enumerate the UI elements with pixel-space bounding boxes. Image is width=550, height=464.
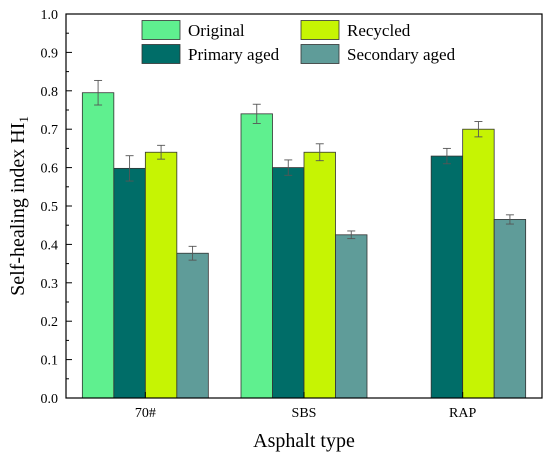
y-tick-label: 1.0 <box>41 8 59 23</box>
bar <box>81 92 115 399</box>
bar <box>303 151 336 399</box>
bars-layer <box>81 92 527 399</box>
legend-label: Recycled <box>347 21 411 40</box>
x-tick-label: SBS <box>292 406 317 421</box>
bar <box>144 151 178 399</box>
bar <box>113 167 146 399</box>
legend: Original Recycled Primary aged Secondary ag… <box>141 20 456 64</box>
legend-label: Secondary aged <box>347 45 456 64</box>
y-tick-label: 0.5 <box>41 200 59 215</box>
legend-label: Original <box>188 21 245 40</box>
bar <box>176 252 209 399</box>
y-tick-label: 0.8 <box>41 85 59 100</box>
error-bars-layer <box>94 79 514 261</box>
y-tick-label: 0.3 <box>41 277 59 292</box>
y-tick-label: 0.4 <box>41 238 59 253</box>
bar <box>240 113 273 399</box>
bar <box>335 234 368 399</box>
y-tick-label: 0.1 <box>41 354 59 369</box>
x-axis: 70# SBS RAP <box>135 392 476 421</box>
bar <box>430 155 464 399</box>
legend-swatch <box>300 20 340 40</box>
bar <box>462 128 495 399</box>
y-axis-label-main: Self-healing index HI <box>7 123 29 296</box>
legend-swatch <box>141 20 181 40</box>
y-axis-label: Self-healing index HI1 <box>7 116 31 296</box>
y-axis-label-subscript: 1 <box>16 116 31 123</box>
x-axis-label: Asphalt type <box>253 430 355 452</box>
y-tick-label: 0.7 <box>41 123 59 138</box>
y-tick-label: 0.6 <box>41 162 59 177</box>
bar <box>493 219 527 399</box>
legend-swatch <box>141 44 181 64</box>
legend-label: Primary aged <box>188 45 280 64</box>
y-axis: 0.0 0.1 0.2 0.3 0.4 0.5 0.6 0.7 0.8 0.9 1.0 <box>41 8 72 407</box>
y-tick-label: 0.9 <box>41 46 59 61</box>
bar <box>272 167 305 399</box>
x-tick-label: RAP <box>449 406 476 421</box>
legend-swatch <box>300 44 340 64</box>
y-tick-label: 0.0 <box>41 392 59 407</box>
y-tick-label: 0.2 <box>41 315 59 330</box>
x-tick-label: 70# <box>135 406 156 421</box>
